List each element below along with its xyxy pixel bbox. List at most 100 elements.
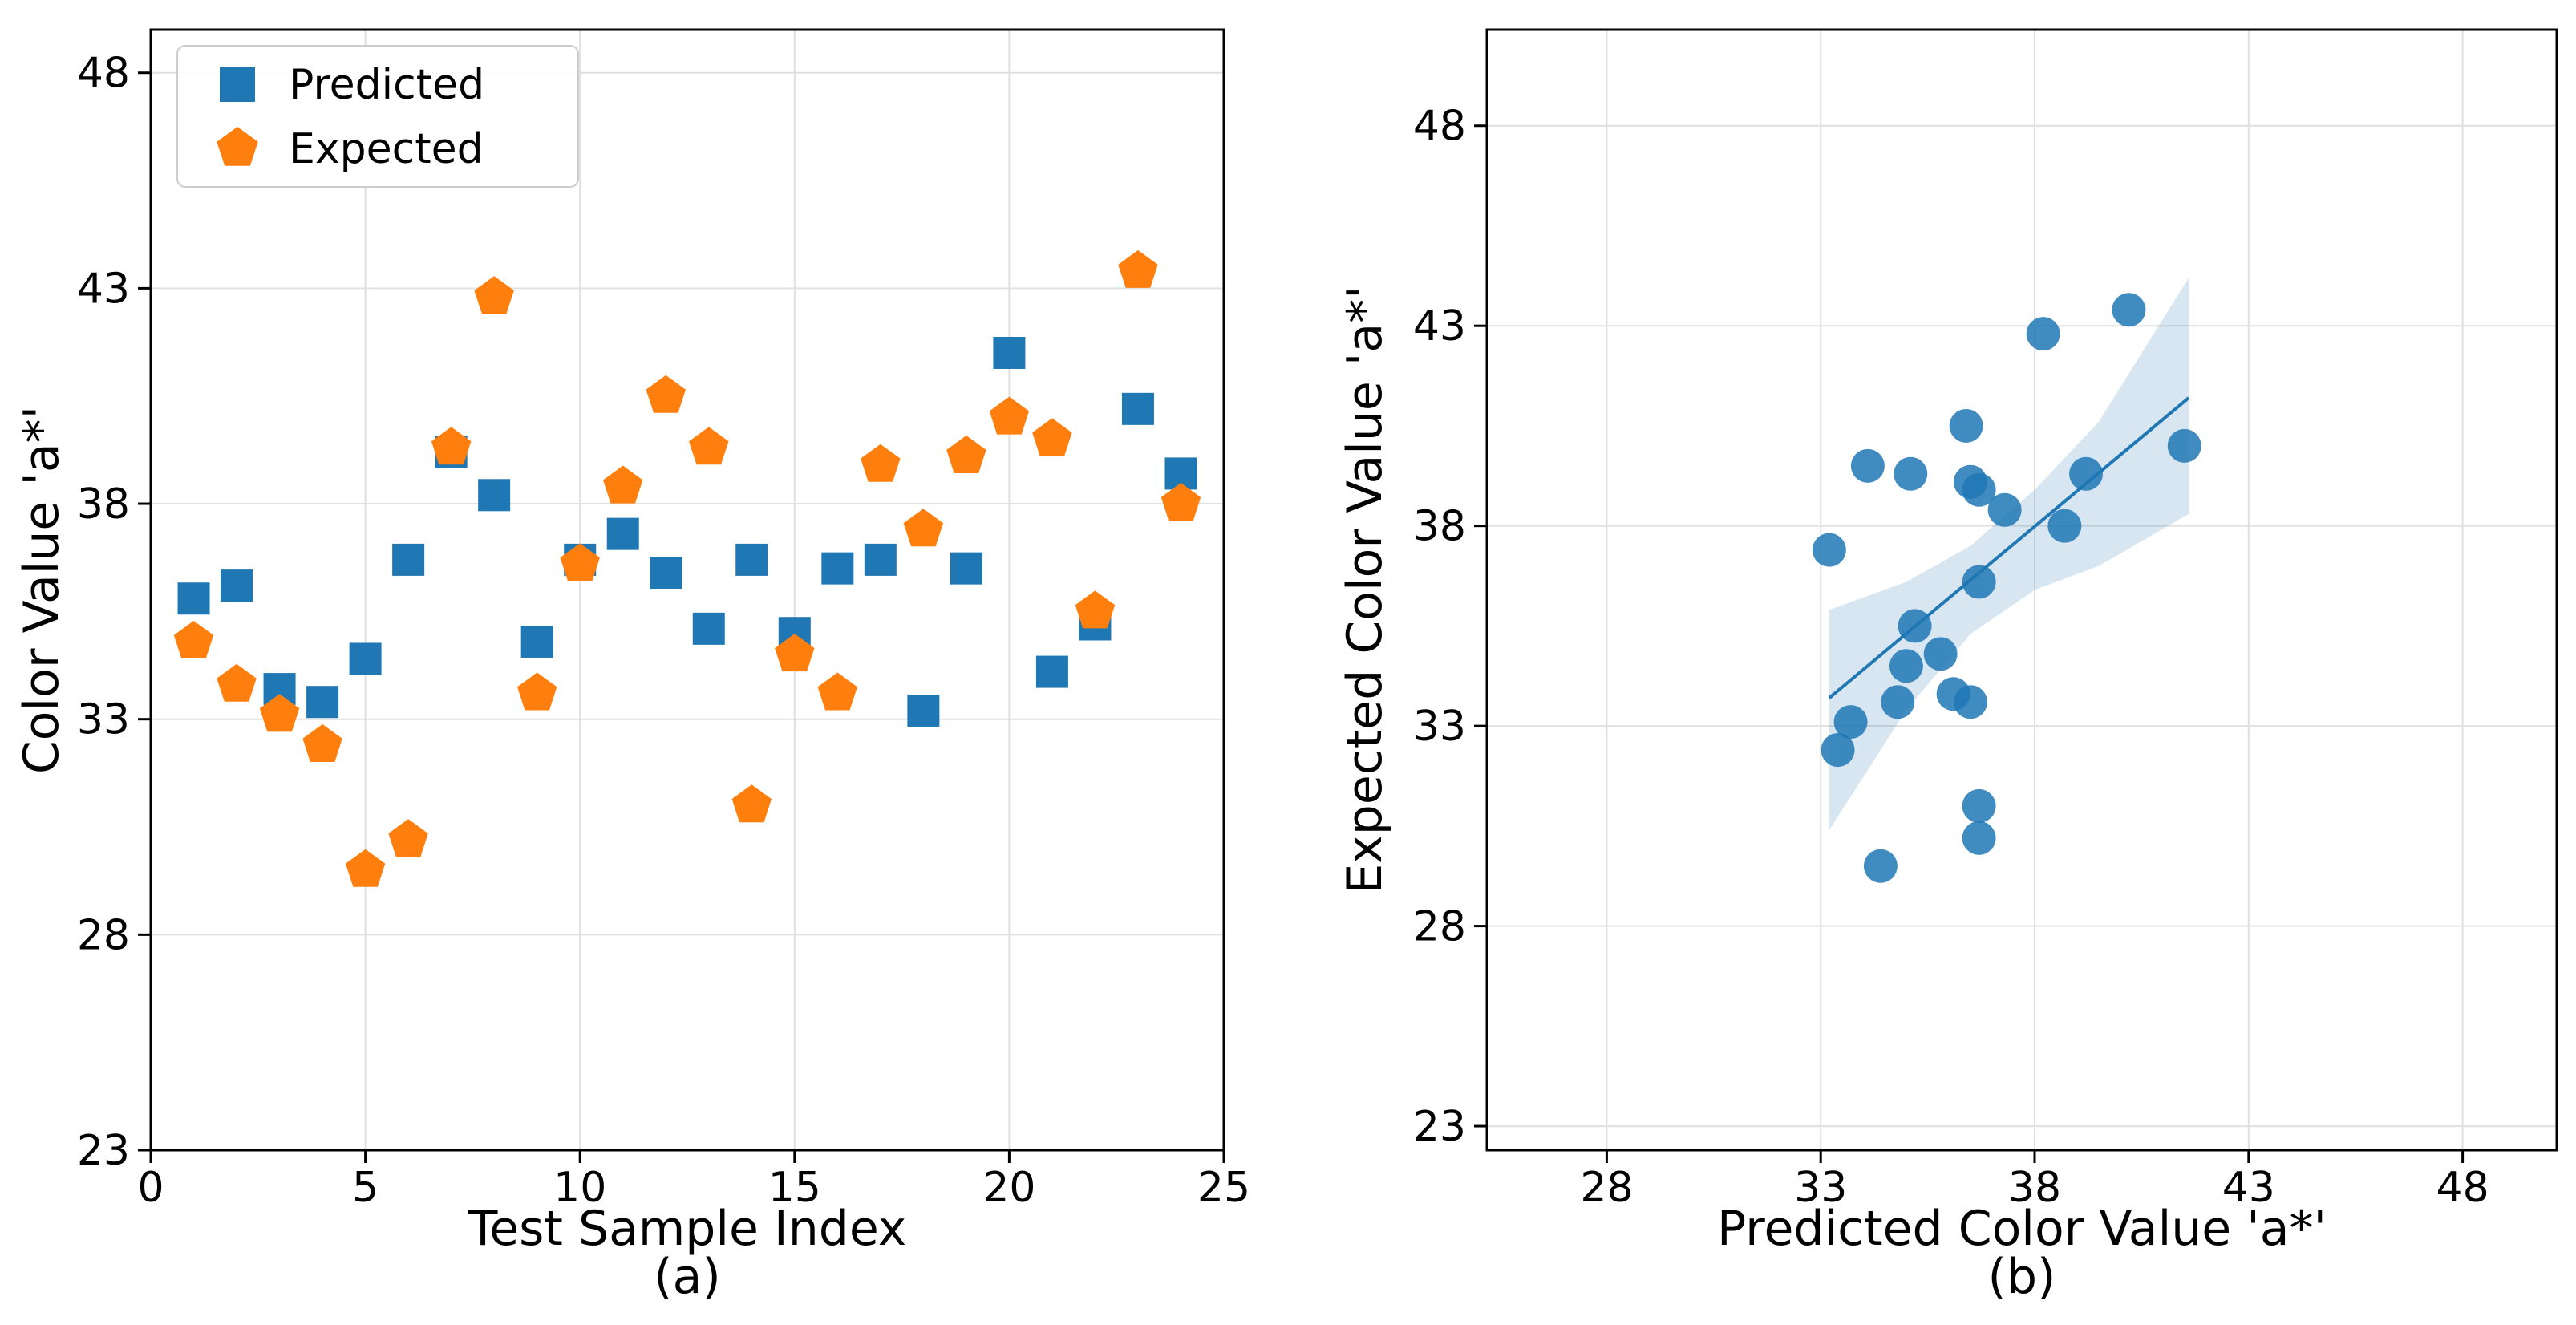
point-expected bbox=[560, 543, 600, 581]
legend-label: Predicted bbox=[289, 61, 484, 109]
point-expected bbox=[388, 819, 428, 857]
y-tick-label: 33 bbox=[1413, 703, 1466, 751]
scatter-point bbox=[2047, 509, 2082, 543]
point-expected bbox=[1118, 249, 1158, 288]
point-expected bbox=[259, 694, 300, 732]
x-tick-label: 25 bbox=[1197, 1164, 1250, 1212]
legend-marker-square bbox=[220, 67, 255, 102]
x-tick-label: 0 bbox=[137, 1164, 164, 1212]
point-expected bbox=[946, 435, 986, 473]
point-expected bbox=[431, 427, 472, 465]
x-tick-label: 5 bbox=[352, 1164, 379, 1212]
scatter-point bbox=[1894, 456, 1928, 491]
point-expected bbox=[474, 276, 514, 314]
x-tick-label: 20 bbox=[982, 1164, 1035, 1212]
point-predicted bbox=[650, 557, 682, 590]
x-axis-label: Predicted Color Value 'a*' bbox=[1717, 1201, 2327, 1257]
scatter-point bbox=[1833, 705, 1868, 739]
scatter-point bbox=[1923, 637, 1958, 671]
point-expected bbox=[775, 634, 815, 672]
point-predicted bbox=[1035, 655, 1068, 688]
point-predicted bbox=[950, 552, 982, 585]
point-predicted bbox=[735, 543, 768, 576]
scatter-point bbox=[1850, 448, 1885, 483]
point-predicted bbox=[306, 686, 339, 719]
y-tick-label: 28 bbox=[77, 911, 130, 959]
axes-spines bbox=[1485, 28, 2558, 1152]
scatter-point bbox=[2167, 428, 2201, 463]
legend-box bbox=[176, 45, 579, 188]
scatter-point bbox=[2112, 293, 2146, 327]
point-expected bbox=[861, 444, 901, 482]
scatter-point bbox=[1962, 821, 1996, 855]
panel-a: 0 5 10 15 20 25 23 28 33 38 43 48 Test Sample Index C… bbox=[14, 28, 1250, 1305]
y-tick-label: 43 bbox=[1413, 302, 1466, 350]
point-predicted bbox=[177, 582, 210, 615]
point-predicted bbox=[221, 569, 253, 602]
point-expected bbox=[646, 375, 686, 413]
point-expected bbox=[302, 723, 342, 762]
point-predicted bbox=[821, 552, 854, 585]
point-expected bbox=[173, 621, 214, 658]
scatter-point bbox=[1881, 685, 1915, 719]
panel-b-chart: 28 33 38 43 48 23 28 33 38 43 48 Predicted Color Va… bbox=[1337, 28, 2558, 1257]
x-axis-label: Test Sample Index bbox=[468, 1201, 906, 1257]
point-expected bbox=[603, 465, 643, 504]
x-tick-label: 10 bbox=[553, 1164, 606, 1212]
scatter-point bbox=[1898, 609, 1932, 643]
point-predicted bbox=[392, 543, 425, 576]
legend-label: Expected bbox=[289, 125, 484, 173]
y-axis-label: Color Value 'a*' bbox=[14, 406, 70, 774]
scatter-point bbox=[2069, 456, 2104, 491]
point-expected bbox=[989, 396, 1030, 435]
point-predicted bbox=[907, 694, 940, 727]
point-expected bbox=[1160, 483, 1201, 521]
y-tick-label: 28 bbox=[1413, 903, 1466, 951]
plot-background bbox=[151, 30, 1224, 1150]
scatter-point bbox=[2026, 317, 2060, 351]
scatter-point bbox=[1889, 649, 1923, 683]
point-predicted bbox=[993, 336, 1026, 369]
point-expected bbox=[731, 784, 772, 823]
plot-background bbox=[1487, 30, 2557, 1150]
regression-line bbox=[1828, 396, 2190, 699]
point-predicted bbox=[349, 642, 382, 675]
panel-b-caption: (b) bbox=[1987, 1249, 2056, 1305]
axes-spines bbox=[149, 28, 1225, 1152]
y-tick-label: 38 bbox=[1413, 503, 1466, 551]
y-tick-label: 38 bbox=[77, 480, 130, 529]
scatter-point bbox=[1962, 565, 1996, 599]
x-tick-label: 48 bbox=[2436, 1164, 2489, 1212]
panel-a-chart: 0 5 10 15 20 25 23 28 33 38 43 48 Test Sample Index C… bbox=[14, 28, 1250, 1257]
point-expected bbox=[517, 672, 557, 711]
scatter-point bbox=[1962, 788, 1996, 823]
point-expected bbox=[1032, 418, 1072, 456]
point-predicted bbox=[1121, 392, 1154, 425]
point-expected bbox=[903, 509, 944, 547]
point-predicted bbox=[520, 625, 553, 658]
x-tick-label: 38 bbox=[2008, 1164, 2061, 1212]
scatter-point bbox=[1953, 464, 1987, 499]
panel-b: 28 33 38 43 48 23 28 33 38 43 48 Predicted Color Va… bbox=[1288, 0, 2576, 1325]
y-tick-label: 23 bbox=[77, 1127, 130, 1175]
scatter-point bbox=[1987, 492, 2022, 527]
x-tick-label: 28 bbox=[1580, 1164, 1633, 1212]
scatter-point bbox=[1949, 408, 1983, 443]
scatter-point bbox=[1812, 533, 1846, 567]
x-tick-label: 15 bbox=[768, 1164, 821, 1212]
scatter-point bbox=[1863, 849, 1898, 883]
point-predicted bbox=[692, 612, 725, 645]
x-tick-label: 33 bbox=[1794, 1164, 1847, 1212]
legend: Predicted Expected bbox=[176, 45, 579, 188]
x-tick-label: 43 bbox=[2222, 1164, 2275, 1212]
point-predicted bbox=[864, 543, 897, 576]
y-tick-label: 48 bbox=[1413, 103, 1466, 151]
point-predicted bbox=[606, 517, 639, 550]
point-expected bbox=[689, 427, 729, 465]
point-expected bbox=[217, 663, 257, 702]
scatter-point bbox=[1821, 733, 1855, 768]
confidence-band bbox=[1829, 278, 2189, 830]
panel-a-caption: (a) bbox=[654, 1249, 721, 1305]
y-tick-label: 33 bbox=[77, 696, 130, 744]
